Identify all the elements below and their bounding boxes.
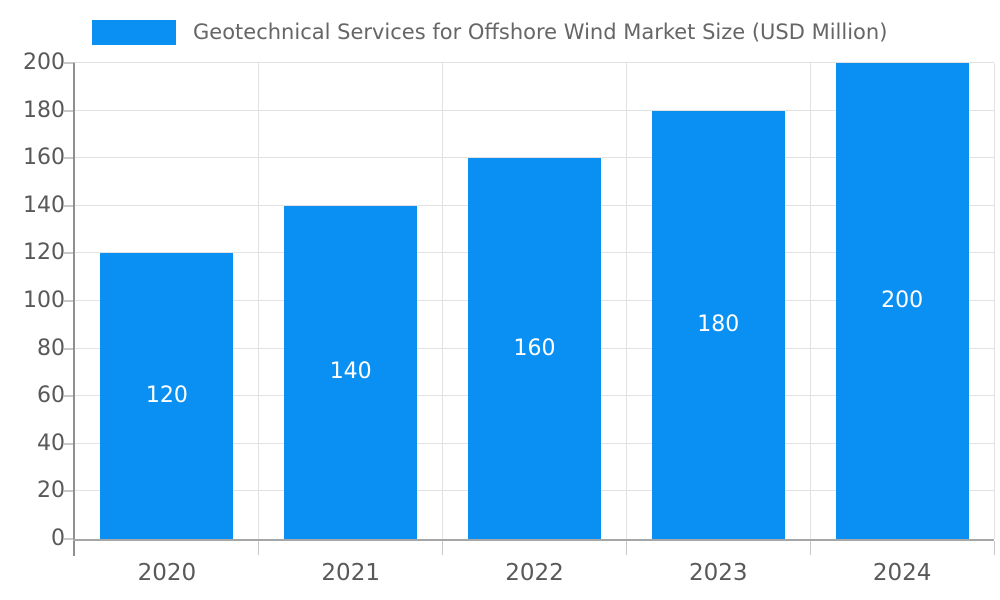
x-tick-label: 2024 — [872, 560, 932, 586]
y-axis-tick — [64, 395, 75, 398]
gridline-vertical — [258, 63, 260, 539]
chart-title: Geotechnical Services for Offshore Wind … — [193, 20, 888, 44]
y-axis-tick — [64, 490, 75, 493]
gridline-horizontal — [75, 109, 994, 111]
y-tick-label: 140 — [23, 192, 65, 218]
bar-2024 — [835, 63, 969, 539]
x-tick-label: 2023 — [689, 560, 748, 586]
gridline-horizontal — [75, 157, 994, 159]
x-tick-label: 2021 — [321, 560, 380, 586]
y-axis-tick — [64, 204, 75, 207]
y-axis-tick — [64, 300, 75, 302]
y-tick-label: 0 — [51, 526, 65, 551]
y-axis-tick — [64, 157, 75, 160]
gridline-horizontal — [75, 62, 994, 63]
x-tick-label: 2022 — [505, 560, 564, 586]
bar-value-label: 200 — [881, 288, 924, 313]
y-axis-tick — [64, 62, 75, 64]
gridline-vertical — [442, 63, 444, 539]
x-axis-tick — [625, 541, 627, 555]
y-axis-tick — [64, 538, 75, 540]
y-tick-label: 180 — [23, 97, 65, 123]
bar-2020 — [100, 253, 234, 539]
gridline-vertical — [809, 63, 811, 539]
x-axis-tick — [809, 541, 811, 555]
y-axis-tick — [64, 109, 75, 112]
y-tick-label: 20 — [37, 478, 65, 504]
x-axis-tick — [258, 541, 260, 555]
x-axis-tick — [993, 541, 995, 555]
chart-legend: Geotechnical Services for Offshore Wind … — [92, 20, 887, 45]
y-axis-tick — [64, 347, 75, 350]
bar-2022 — [468, 158, 601, 539]
y-axis-line — [73, 63, 75, 556]
bar-value-label: 120 — [145, 383, 188, 409]
x-axis-tick — [442, 541, 444, 555]
gridline-vertical — [993, 63, 995, 539]
legend-swatch — [92, 20, 176, 45]
bar-2021 — [284, 205, 418, 539]
y-tick-label: 80 — [37, 335, 65, 361]
y-axis-tick — [64, 252, 75, 255]
y-tick-label: 60 — [37, 383, 65, 409]
y-tick-label: 40 — [37, 430, 65, 456]
y-axis-tick — [64, 442, 75, 445]
bar-2023 — [651, 110, 785, 539]
x-tick-label: 2020 — [137, 560, 197, 586]
gridline-vertical — [625, 63, 627, 539]
bar-value-label: 140 — [329, 359, 372, 385]
y-tick-label: 120 — [23, 240, 65, 266]
y-tick-label: 160 — [23, 145, 65, 171]
y-tick-label: 200 — [23, 50, 65, 75]
x-axis-line — [73, 539, 994, 541]
y-tick-label: 100 — [23, 288, 65, 313]
bar-value-label: 180 — [697, 311, 740, 337]
bar-value-label: 160 — [513, 335, 556, 361]
